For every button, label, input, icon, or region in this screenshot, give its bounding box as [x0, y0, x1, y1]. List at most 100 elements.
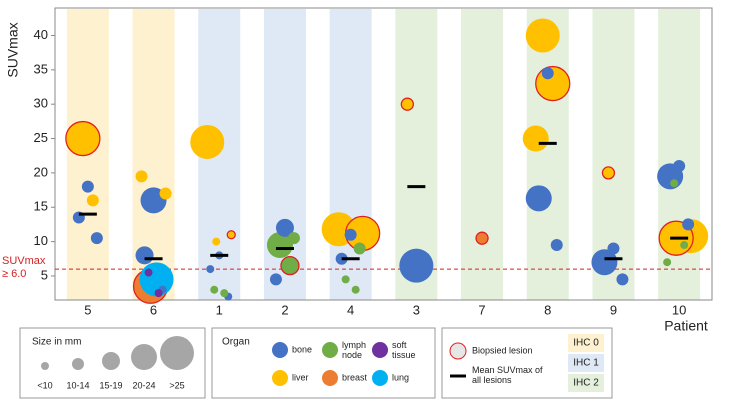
y-tick-label: 35 [34, 61, 48, 76]
x-tick-label: 3 [413, 302, 420, 317]
y-tick-label: 20 [34, 164, 48, 179]
lesion-bubble [673, 160, 686, 173]
x-tick-label: 1 [216, 302, 223, 317]
mean-label-line: Mean SUVmax of [472, 365, 543, 375]
lesion-bubble [154, 289, 163, 298]
ihc-legend-label: IHC 0 [573, 338, 599, 349]
threshold-label: SUVmax [2, 255, 46, 267]
lesion-bubble [351, 285, 360, 294]
organ-legend-label: lung [392, 372, 409, 382]
y-tick-label: 25 [34, 130, 48, 145]
lesion-bubble [86, 194, 99, 207]
lesion-bubble [522, 125, 549, 152]
size-legend-label: >25 [169, 380, 184, 390]
x-axis-label: Patient [664, 318, 708, 334]
lesion-bubble [607, 242, 620, 255]
size-legend-label: 20-24 [132, 380, 155, 390]
y-axis-label: SUVmax [5, 22, 21, 77]
lesion-bubble [475, 231, 489, 245]
lesion-bubble [601, 166, 616, 180]
lesion-bubble [90, 232, 103, 245]
lesion-bubble [525, 185, 552, 212]
size-legend-swatch [41, 362, 49, 370]
size-legend-swatch [102, 352, 120, 370]
organ-legend-label: soft tissue [392, 340, 416, 360]
organ-legend-label: bone [292, 344, 312, 354]
lesion-bubble [591, 249, 618, 276]
ihc-legend-swatch [568, 354, 604, 372]
lesion-bubble [65, 120, 101, 157]
y-tick-label: 30 [34, 96, 48, 111]
ihc-legend-swatch [568, 374, 604, 392]
lesion-bubble [400, 97, 415, 111]
lesion-bubble [135, 246, 154, 265]
organ-legend-swatch [272, 370, 288, 386]
threshold-label: ≥ 6.0 [2, 268, 26, 280]
lesion-bubble [159, 187, 172, 200]
y-tick-label: 5 [41, 267, 48, 282]
y-tick-label: 40 [34, 27, 48, 42]
lesion-bubble [206, 265, 215, 274]
lesion-bubble [212, 237, 221, 246]
x-tick-label: 5 [84, 302, 91, 317]
lesion-bubble [682, 218, 695, 231]
organ-label-line: node [342, 350, 362, 360]
x-tick-label: 6 [150, 302, 157, 317]
lesion-bubble [663, 258, 672, 267]
lesion-bubble [550, 239, 563, 252]
key-legend-box [441, 327, 613, 399]
ihc-legend-label: IHC 1 [573, 358, 599, 369]
organ-legend-label: breast [342, 372, 368, 382]
lesion-bubble [525, 18, 560, 53]
ihc-legend-swatch [568, 334, 604, 352]
lesion-bubble [341, 275, 350, 284]
y-tick-label: 10 [34, 233, 48, 248]
lesion-bubble [226, 230, 236, 240]
size-legend-swatch [160, 336, 194, 370]
lesion-bubble [399, 248, 434, 283]
lesion-bubble [680, 241, 689, 250]
mean-legend-label: Mean SUVmax of all lesions [472, 365, 543, 385]
lesion-bubble [344, 228, 357, 241]
lesion-bubble [266, 232, 293, 259]
size-legend-box [19, 327, 206, 399]
size-legend-title: Size in mm [32, 337, 81, 348]
lesion-bubble [353, 242, 366, 255]
lesion-bubble [220, 289, 229, 298]
lesion-bubble [275, 218, 294, 237]
size-legend-swatch [131, 344, 157, 370]
ihc-band [329, 9, 372, 300]
x-tick-label: 2 [281, 302, 288, 317]
organ-legend-box [211, 327, 436, 399]
x-tick-label: 8 [544, 302, 551, 317]
organ-legend-title: Organ [222, 337, 250, 348]
y-tick-label: 15 [34, 199, 48, 214]
lesion-bubble [616, 273, 629, 286]
organ-label-line: soft [392, 340, 407, 350]
biopsied-legend-label: Biopsied lesion [472, 345, 533, 355]
organ-legend-swatch [272, 342, 288, 358]
size-legend-label: <10 [37, 380, 52, 390]
lesion-bubble [144, 268, 153, 277]
organ-legend-swatch [372, 342, 388, 358]
x-tick-label: 10 [672, 302, 686, 317]
organ-legend-label: lymph node [342, 340, 366, 360]
ihc-band [526, 9, 569, 300]
lesion-bubble [135, 170, 148, 183]
mean-label-line: all lesions [472, 375, 512, 385]
organ-label-line: lymph [342, 340, 366, 350]
organ-label-line: tissue [392, 350, 416, 360]
size-legend-label: 10-14 [66, 380, 89, 390]
lesion-bubble [81, 180, 94, 193]
lesion-bubble [541, 67, 554, 80]
ihc-legend-label: IHC 2 [573, 378, 599, 389]
lesion-bubble [287, 232, 300, 245]
size-legend-swatch [72, 358, 84, 370]
ihc-band [658, 9, 701, 300]
size-legend-label: 15-19 [99, 380, 122, 390]
lesion-bubble [280, 255, 300, 276]
lesion-bubble [269, 273, 282, 286]
organ-legend-swatch [322, 370, 338, 386]
x-tick-label: 9 [610, 302, 617, 317]
lesion-bubble [670, 179, 679, 188]
